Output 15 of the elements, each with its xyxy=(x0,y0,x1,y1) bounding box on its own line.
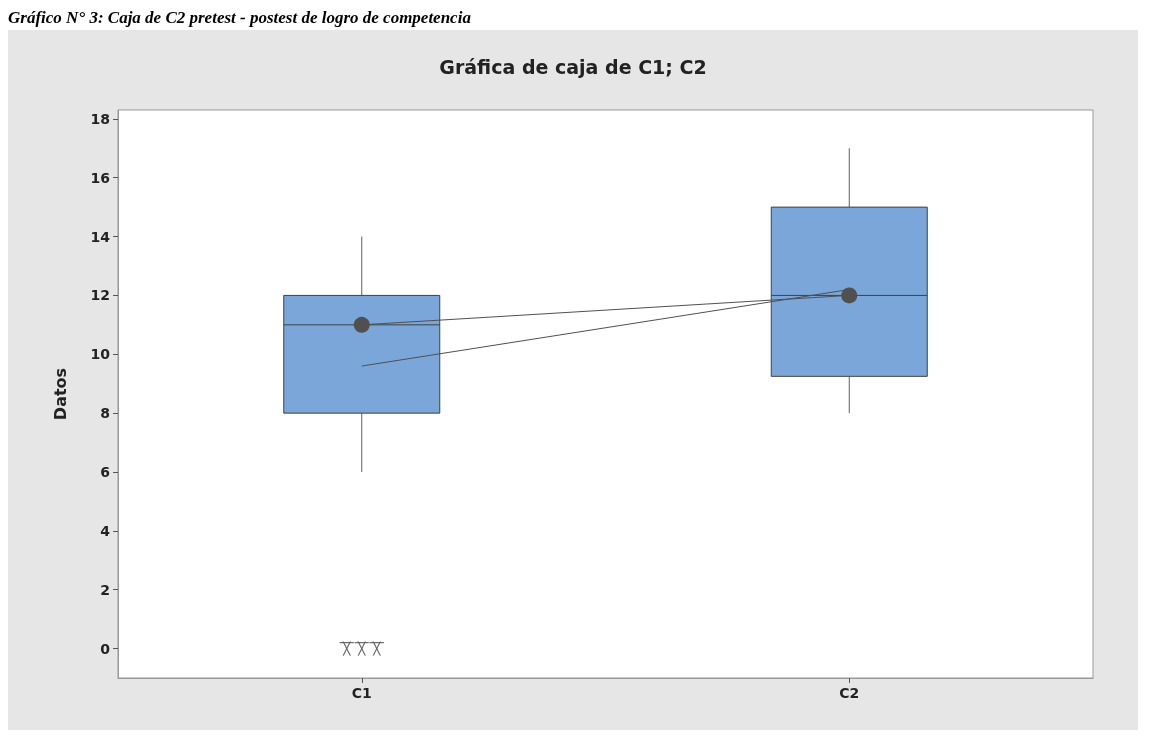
x-tick-label: C2 xyxy=(839,685,860,701)
y-tick-label: 10 xyxy=(90,346,111,363)
y-tick-label: 2 xyxy=(100,581,110,598)
y-tick-label: 6 xyxy=(100,463,110,480)
y-tick-label: 16 xyxy=(90,169,110,186)
y-tick-label: 4 xyxy=(100,522,111,539)
text: Gráfico N° 3: Caja de C2 pretest - postest de logro de competencia xyxy=(8,8,472,29)
y-tick-label: 0 xyxy=(100,640,111,657)
y-tick-label: 14 xyxy=(90,228,111,245)
y-tick-label: 8 xyxy=(100,405,110,422)
y-axis-title: Datos xyxy=(50,367,70,421)
chart-title: Gráfica de caja de C1; C2 xyxy=(439,55,707,78)
y-tick-label: 18 xyxy=(90,110,110,127)
y-tick-label: 12 xyxy=(90,287,110,304)
x-tick-label: C1 xyxy=(351,685,372,701)
